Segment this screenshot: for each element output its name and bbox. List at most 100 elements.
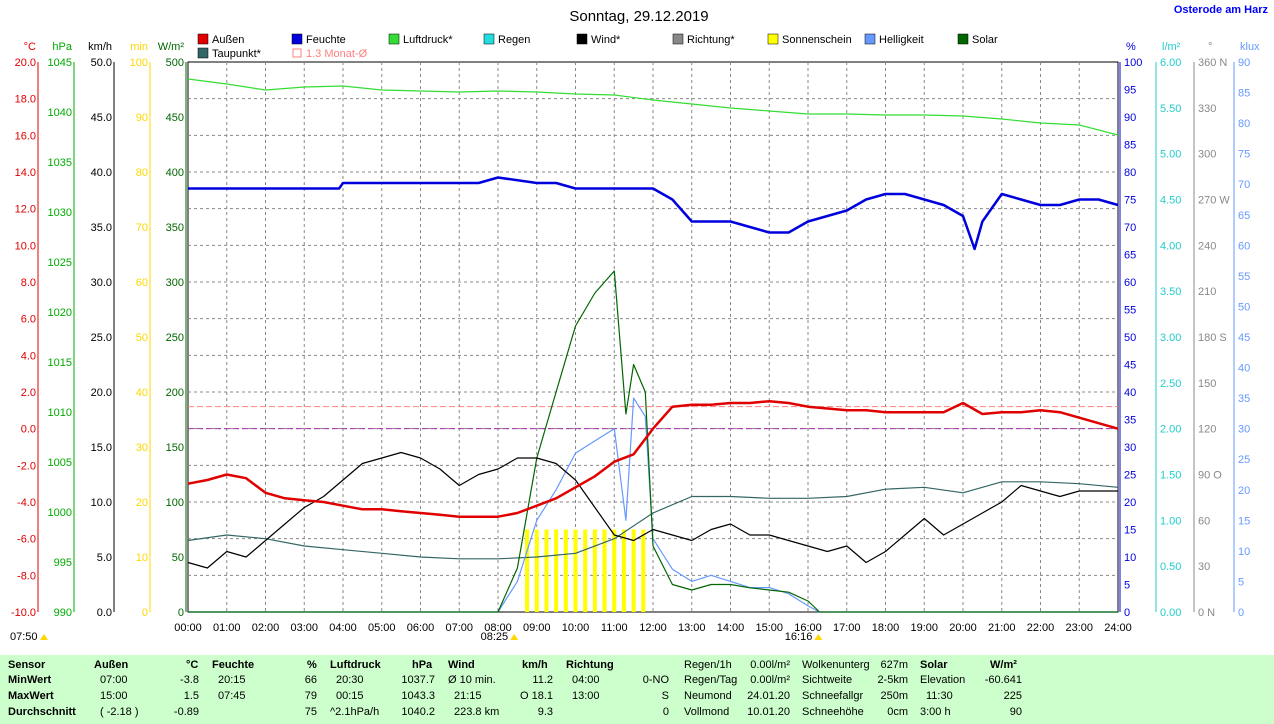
x-tick-label: 03:00 xyxy=(290,622,318,634)
solar-max-time: 11:30 xyxy=(926,690,953,702)
x-tick-label: 17:00 xyxy=(833,622,861,634)
elevation-label: Elevation xyxy=(920,674,966,686)
left-tick-label: 70 xyxy=(136,222,148,234)
legend-swatch xyxy=(197,47,209,59)
right-tick-label: 5.00 xyxy=(1160,149,1181,161)
wind-header: Wind xyxy=(448,659,475,671)
right-tick-label: 180 S xyxy=(1198,332,1227,344)
left-axis-unit: hPa xyxy=(52,41,72,53)
richtung-avg-value: 0 xyxy=(662,706,669,718)
richtung-max-time: 13:00 xyxy=(572,690,600,702)
legend-swatch xyxy=(957,33,969,45)
right-tick-label: 3.00 xyxy=(1160,332,1181,344)
wind-distance: 223.8 km xyxy=(454,706,500,718)
right-axis-unit: l/m² xyxy=(1162,41,1181,53)
aussen-header: Außen xyxy=(94,659,129,671)
series-line xyxy=(188,270,1118,613)
legend-swatch xyxy=(576,33,588,45)
left-tick-label: 0 xyxy=(142,607,148,619)
wind-avg-value: 9.3 xyxy=(537,706,553,718)
left-tick-label: 50 xyxy=(136,332,148,344)
left-tick-label: -8.0 xyxy=(17,570,36,582)
right-tick-label: 1.50 xyxy=(1160,470,1181,482)
left-tick-label: 1045 xyxy=(48,57,72,69)
regen-1h-value: 0.00l/m² xyxy=(750,659,790,671)
x-tick-label: 16:00 xyxy=(794,622,822,634)
right-tick-label: 55 xyxy=(1238,271,1250,283)
left-tick-label: 1005 xyxy=(48,457,72,469)
left-axis-unit: W/m² xyxy=(158,41,185,53)
left-tick-label: 30 xyxy=(136,442,148,454)
right-tick-label: 70 xyxy=(1124,222,1136,234)
legend-swatch xyxy=(292,48,302,58)
luftdruck-min-value: 1037.7 xyxy=(401,674,435,686)
sunshine-bar xyxy=(534,529,539,612)
right-tick-label: 5.50 xyxy=(1160,103,1181,115)
left-tick-label: 1010 xyxy=(48,407,72,419)
left-tick-label: 150 xyxy=(166,442,184,454)
sichtweite-label: Sichtweite xyxy=(802,674,853,686)
solar-duration: 3:00 h xyxy=(920,706,951,718)
x-axis: 00:00 01:00 02:00 03:00 04:00 05:00 06:00 07:00… xyxy=(174,622,1132,634)
wind-avg10-value: 11.2 xyxy=(532,674,553,686)
right-tick-label: 2.50 xyxy=(1160,378,1181,390)
x-tick-label: 23:00 xyxy=(1065,622,1093,634)
right-tick-label: 65 xyxy=(1124,250,1136,262)
x-tick-label: 05:00 xyxy=(368,622,396,634)
left-tick-label: 16.0 xyxy=(15,130,36,142)
legend-swatch xyxy=(388,33,400,45)
left-tick-label: 0.0 xyxy=(21,424,36,436)
sunshine-bar xyxy=(592,529,597,612)
left-tick-label: 350 xyxy=(166,222,184,234)
richtung-max-value: S xyxy=(661,690,669,702)
series-line xyxy=(188,176,1119,251)
legend-swatch xyxy=(864,33,876,45)
right-tick-label: 210 xyxy=(1198,286,1216,298)
left-tick-label: -6.0 xyxy=(17,534,36,546)
regen-tag-label: Regen/Tag xyxy=(684,674,738,686)
left-tick-label: 20.0 xyxy=(91,387,112,399)
sichtweite-value: 2-5km xyxy=(877,674,908,686)
sunshine-bar xyxy=(641,529,646,612)
schneehoehe-label: Schneehöhe xyxy=(802,706,864,718)
sunshine-bar xyxy=(573,529,578,612)
left-tick-label: 18.0 xyxy=(15,94,36,106)
right-tick-label: 35 xyxy=(1124,415,1136,427)
left-axis-unit: min xyxy=(130,41,148,53)
left-tick-label: 0 xyxy=(178,607,184,619)
x-tick-label: 20:00 xyxy=(949,622,977,634)
series-line xyxy=(187,481,1119,560)
chart-legend: Außen Feuchte Luftdruck* Regen Wind* Richtung… xyxy=(197,33,998,60)
wind-max-value: O 18.1 xyxy=(519,690,553,702)
sunrise-marker xyxy=(510,634,519,640)
x-tick-label: 19:00 xyxy=(910,622,938,634)
x-tick-label: 12:00 xyxy=(639,622,667,634)
left-tick-label: 8.0 xyxy=(21,277,36,289)
richtung-min-value: 0-NO xyxy=(642,674,669,686)
right-tick-label: 20 xyxy=(1124,497,1136,509)
sunshine-bar xyxy=(602,529,607,612)
left-tick-label: 14.0 xyxy=(15,167,36,179)
left-tick-label: 4.0 xyxy=(21,350,36,362)
legend-label: Solar xyxy=(972,34,998,46)
right-tick-label: 0 xyxy=(1238,607,1244,619)
left-tick-label: 1020 xyxy=(48,307,72,319)
x-tick-label: 10:00 xyxy=(562,622,590,634)
right-tick-label: 85 xyxy=(1124,140,1136,152)
solar-header: Solar xyxy=(920,659,948,671)
right-tick-label: 0 xyxy=(1124,607,1130,619)
left-tick-label: 0.0 xyxy=(97,607,112,619)
feuchte-min-value: 66 xyxy=(304,674,317,686)
right-tick-label: 10 xyxy=(1238,546,1250,558)
legend-swatch xyxy=(672,33,684,45)
x-tick-label: 06:00 xyxy=(407,622,435,634)
left-tick-label: -10.0 xyxy=(11,607,36,619)
left-tick-label: 10.0 xyxy=(15,240,36,252)
day-length-marker xyxy=(40,634,48,640)
x-tick-label: 09:00 xyxy=(523,622,551,634)
right-tick-label: 80 xyxy=(1238,118,1250,130)
x-tick-label: 21:00 xyxy=(988,622,1016,634)
right-tick-label: 65 xyxy=(1238,210,1250,222)
schneefallgr-value: 250m xyxy=(880,690,908,702)
x-tick-label: 04:00 xyxy=(329,622,357,634)
